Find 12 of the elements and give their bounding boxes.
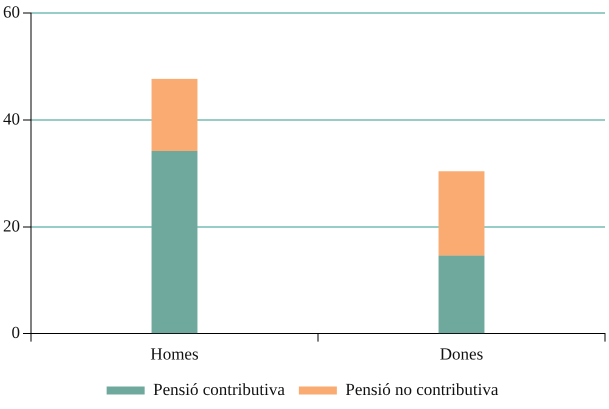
- bar: [438, 256, 484, 334]
- x-tick-label: Dones: [440, 344, 484, 364]
- y-tick-label: 60: [3, 2, 20, 22]
- y-tick-label: 0: [12, 323, 20, 342]
- bar: [152, 150, 198, 334]
- bar: [438, 171, 484, 256]
- y-tick-label: 40: [3, 109, 20, 128]
- y-tick-label: 20: [3, 216, 20, 236]
- legend-label: Pensió no contributiva: [345, 380, 499, 399]
- bar: [152, 78, 198, 151]
- legend-label: Pensió contributiva: [153, 380, 286, 399]
- x-tick-label: Homes: [150, 344, 199, 364]
